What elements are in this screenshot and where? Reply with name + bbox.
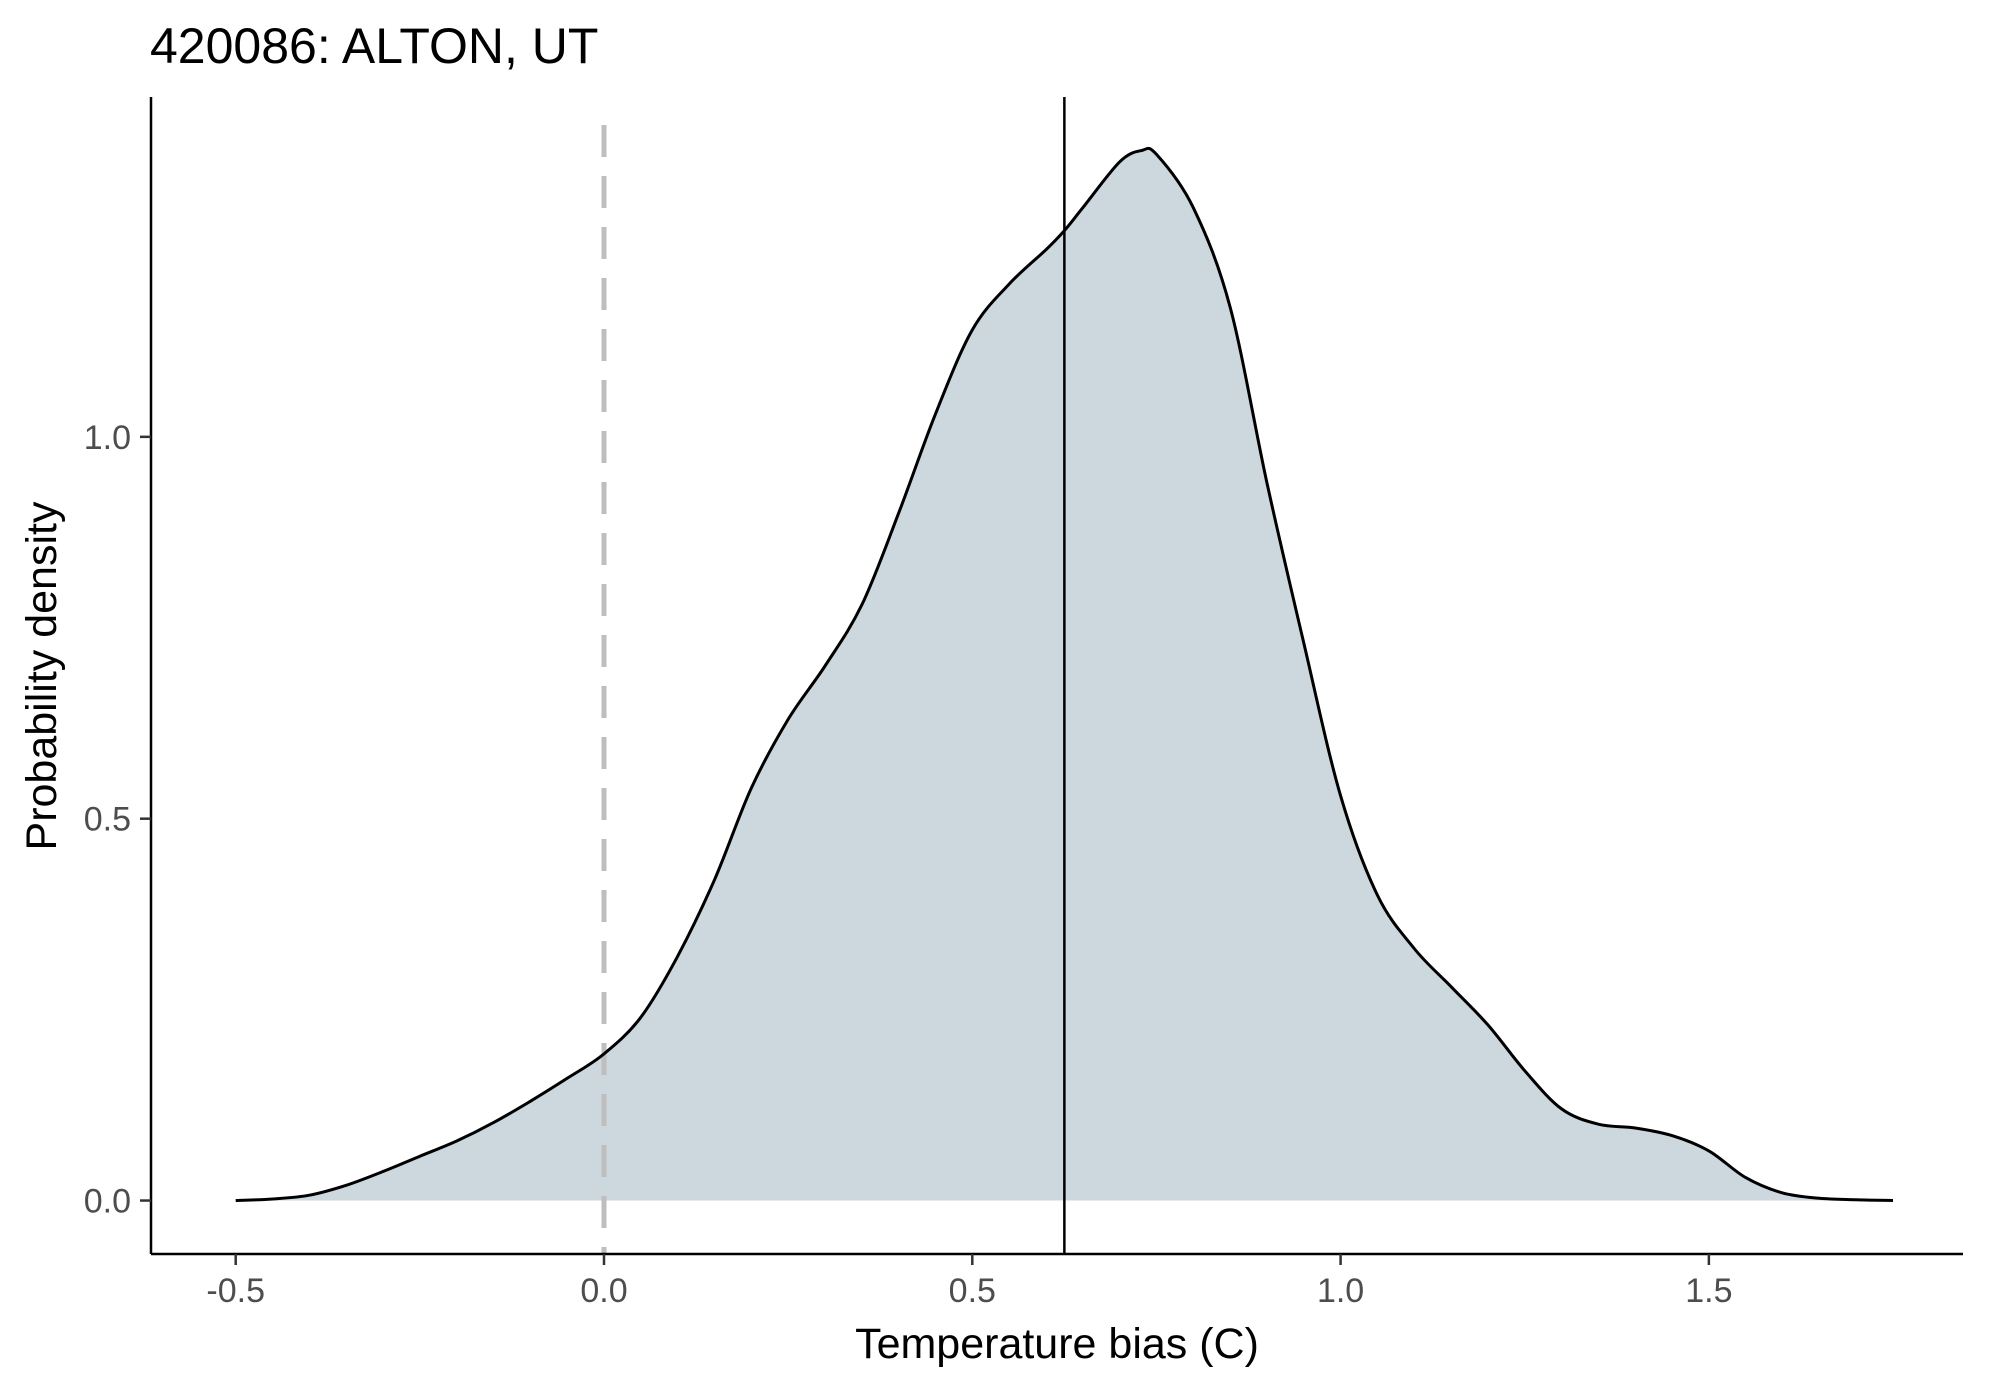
y-tick-label: 0.0 bbox=[84, 1183, 131, 1221]
y-axis-ticks: 0.0 0.5 1.0 bbox=[84, 419, 151, 1221]
x-axis-title: Temperature bias (C) bbox=[855, 1320, 1259, 1368]
x-tick-label: 0.0 bbox=[580, 1272, 627, 1310]
x-tick-label: 1.5 bbox=[1685, 1272, 1732, 1310]
density-curve bbox=[235, 146, 1894, 1202]
y-axis-title: Probability density bbox=[18, 501, 66, 850]
plot-area bbox=[235, 97, 1894, 1254]
x-tick-label: 0.5 bbox=[949, 1272, 996, 1310]
chart-title: 420086: ALTON, UT bbox=[150, 18, 598, 74]
y-tick-label: 0.5 bbox=[84, 801, 131, 839]
x-tick-label: 1.0 bbox=[1317, 1272, 1364, 1310]
x-axis-ticks: -0.5 0.0 0.5 1.0 1.5 bbox=[206, 1254, 1733, 1310]
y-tick-label: 1.0 bbox=[84, 419, 131, 457]
x-tick-label: -0.5 bbox=[206, 1272, 265, 1310]
